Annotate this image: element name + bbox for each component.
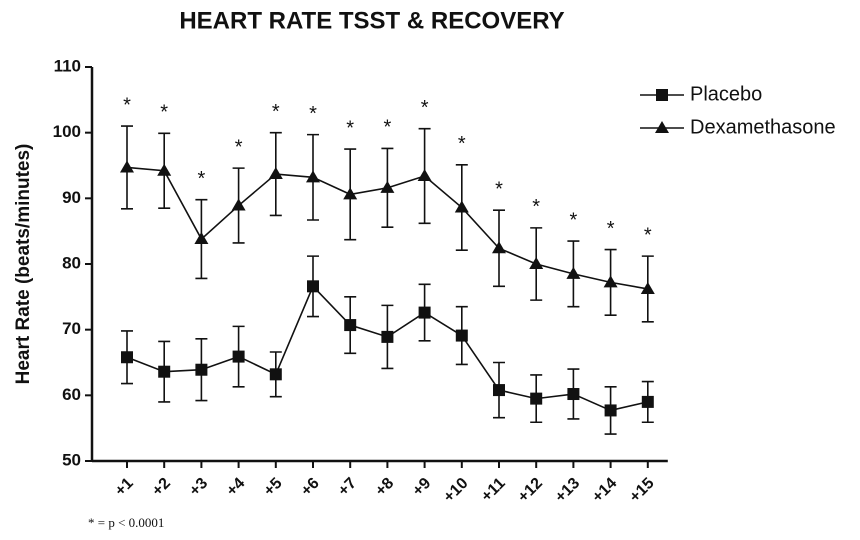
x-tick-label: +8 (372, 475, 397, 500)
data-point (158, 365, 171, 378)
data-point (120, 160, 134, 173)
significance-mark: * (309, 103, 317, 125)
x-tick-label: +2 (149, 475, 174, 500)
x-tick-label: +6 (298, 475, 323, 500)
data-point (268, 167, 283, 180)
data-point (157, 163, 172, 176)
y-tick-label: 90 (62, 188, 81, 207)
data-point (656, 89, 668, 101)
significance-mark: * (644, 224, 652, 246)
x-tick-label: +5 (261, 475, 286, 500)
x-tick-label: +11 (478, 475, 509, 506)
data-point (381, 330, 394, 343)
x-tick-label: +4 (223, 475, 248, 500)
data-point (231, 198, 246, 211)
x-tick-label: +12 (515, 475, 546, 506)
data-point (307, 280, 319, 293)
x-tick-label: +3 (186, 475, 211, 500)
y-tick-label: 80 (62, 253, 81, 272)
data-point (492, 241, 506, 254)
data-point (232, 350, 245, 363)
data-point (566, 266, 581, 279)
data-point (640, 281, 655, 294)
significance-mark: * (458, 133, 466, 155)
data-point (454, 200, 469, 213)
y-tick-label: 110 (54, 56, 81, 75)
x-tick-label: +10 (440, 475, 471, 506)
data-point (344, 319, 357, 332)
data-point (269, 368, 282, 381)
data-point (380, 180, 395, 193)
y-tick-label: 60 (62, 385, 81, 404)
data-point (603, 275, 618, 288)
y-tick-label: 50 (62, 450, 81, 469)
data-point (418, 306, 431, 319)
significance-mark: * (421, 97, 429, 119)
x-tick-label: +9 (409, 475, 434, 500)
significance-mark: * (607, 218, 615, 240)
significance-mark: * (272, 101, 280, 123)
significance-mark: * (384, 117, 392, 139)
data-point (493, 384, 505, 397)
data-point (604, 404, 617, 417)
significance-mark: * (123, 94, 131, 116)
x-tick-label: +13 (552, 475, 583, 506)
data-point (529, 257, 544, 269)
data-point (121, 351, 133, 364)
y-tick-label: 100 (53, 122, 81, 141)
data-point (655, 121, 669, 133)
data-point (641, 395, 654, 408)
x-tick-label: +7 (335, 475, 360, 500)
data-point (530, 392, 543, 405)
data-point (195, 363, 208, 376)
significance-mark: * (235, 136, 243, 158)
data-point (567, 388, 580, 401)
data-point (306, 170, 320, 183)
significance-mark: * (495, 178, 503, 200)
x-tick-label: +15 (626, 475, 657, 506)
significance-mark: * (532, 196, 540, 218)
data-point (194, 232, 209, 245)
significance-mark: * (198, 168, 206, 190)
data-point (343, 187, 358, 200)
significance-mark: * (160, 102, 168, 124)
legend-label: Placebo (690, 83, 762, 105)
y-axis-label: Heart Rate (beats/minutes) (13, 144, 34, 385)
y-tick-label: 70 (62, 319, 81, 338)
x-tick-label: +14 (589, 475, 620, 506)
legend-label: Dexamethasone (690, 116, 836, 138)
footnote: * = p < 0.0001 (88, 515, 164, 530)
chart-title: HEART RATE TSST & RECOVERY (179, 7, 564, 34)
x-tick-label: +1 (112, 475, 137, 500)
data-point (417, 169, 432, 182)
data-point (455, 329, 468, 342)
significance-mark: * (570, 209, 578, 231)
significance-mark: * (346, 117, 354, 139)
